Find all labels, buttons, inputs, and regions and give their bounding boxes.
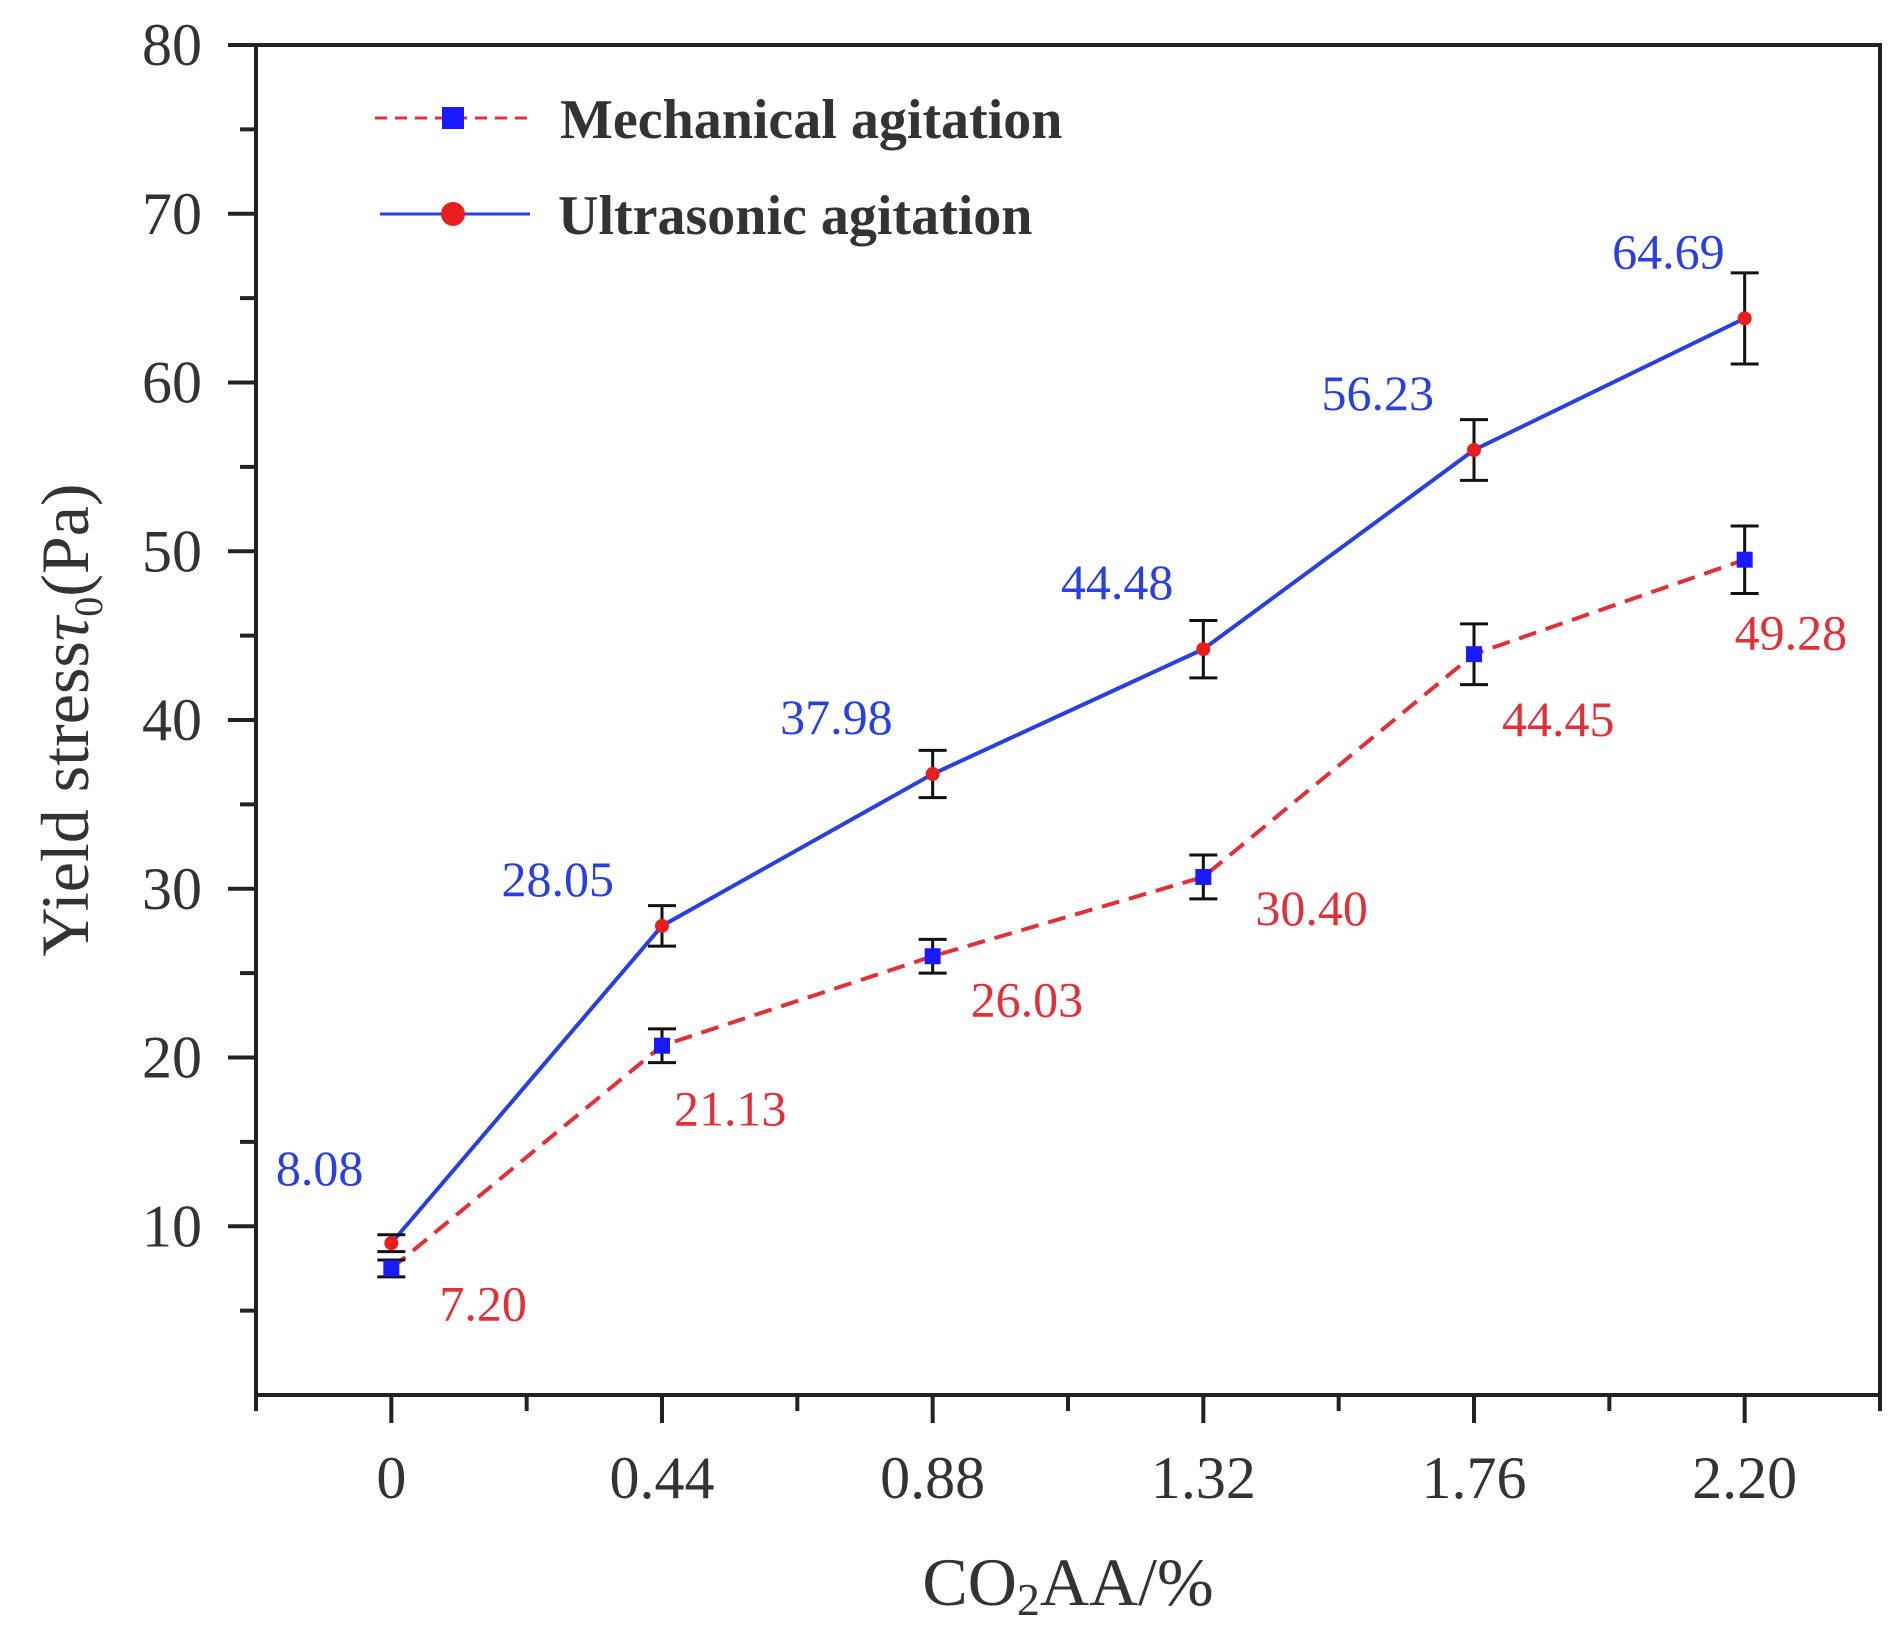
y-tick-label: 70 [142, 181, 202, 247]
y-axis-title-rest: (Pa) [27, 483, 103, 596]
data-point-mechanical [1195, 868, 1212, 885]
data-label-mechanical: 49.28 [1735, 605, 1848, 661]
legend-marker-mechanical [442, 107, 464, 129]
legend: Mechanical agitation Ultrasonic agitatio… [375, 89, 1062, 247]
y-tick-label: 10 [142, 1193, 202, 1259]
data-point-mechanical [924, 948, 941, 965]
data-label-ultrasonic: 44.48 [1061, 554, 1174, 610]
data-point-ultrasonic [655, 918, 669, 933]
x-tick-label: 2.20 [1692, 1445, 1797, 1511]
data-point-ultrasonic [925, 767, 940, 781]
x-tick-label: 0 [376, 1445, 406, 1511]
x-tick-label: 0.88 [880, 1445, 985, 1511]
data-label-mechanical: 21.13 [674, 1081, 787, 1137]
legend-label-ultrasonic: Ultrasonic agitation [558, 185, 1032, 247]
x-axis-title-base: CO [922, 1544, 1016, 1620]
data-point-ultrasonic [1737, 311, 1752, 326]
y-axis-title: Yield stressτ0(Pa) [27, 483, 111, 956]
y-tick-label: 50 [142, 518, 202, 584]
data-point-ultrasonic [1196, 642, 1211, 657]
data-label-mechanical: 44.45 [1502, 691, 1615, 747]
y-tick-label: 80 [142, 12, 202, 78]
y-tick-label: 40 [142, 687, 202, 753]
data-label-ultrasonic: 8.08 [276, 1140, 364, 1196]
x-tick-label: 1.32 [1151, 1445, 1256, 1511]
data-label-ultrasonic: 64.69 [1612, 223, 1725, 279]
y-tick-label: 30 [142, 856, 202, 922]
data-label-mechanical: 30.40 [1255, 880, 1368, 936]
x-axis: 0 0.44 0.88 1.32 1.76 2.20 [254, 1395, 1882, 1511]
y-axis-title-tau: τ [27, 614, 103, 641]
data-labels: 7.20 21.13 26.03 30.40 44.45 49.28 8.08 28.05 37… [276, 223, 1847, 1331]
series-line-ultrasonic [389, 316, 1746, 1245]
x-axis-title: CO2AA/% [922, 1544, 1213, 1625]
data-label-ultrasonic: 28.05 [502, 851, 615, 907]
data-point-ultrasonic [1467, 443, 1481, 457]
legend-label-mechanical: Mechanical agitation [560, 89, 1062, 151]
data-label-ultrasonic: 37.98 [780, 689, 893, 745]
x-tick-label: 0.44 [610, 1445, 715, 1511]
y-axis-title-base: Yield stress [27, 641, 103, 956]
y-tick-label: 60 [142, 350, 202, 416]
y-tick-label: 20 [142, 1025, 202, 1091]
data-point-ultrasonic [384, 1236, 399, 1251]
y-axis-title-sub: 0 [66, 597, 111, 617]
data-label-mechanical: 26.03 [971, 971, 1084, 1027]
x-axis-title-sub: 2 [1017, 1574, 1040, 1625]
data-point-mechanical [1736, 551, 1753, 568]
data-label-ultrasonic: 56.23 [1322, 365, 1435, 421]
data-point-mechanical [1466, 646, 1482, 663]
series-line-mechanical [390, 557, 1746, 1270]
x-tick-label: 1.76 [1422, 1445, 1527, 1511]
data-point-mechanical [383, 1260, 400, 1277]
x-axis-title-rest: AA/% [1040, 1544, 1214, 1620]
data-label-mechanical: 7.20 [439, 1275, 527, 1331]
series-layer [377, 271, 1759, 1279]
legend-marker-ultrasonic [441, 202, 465, 226]
data-point-mechanical [654, 1037, 670, 1054]
y-axis: 10 20 30 40 50 60 70 80 [142, 12, 256, 1313]
